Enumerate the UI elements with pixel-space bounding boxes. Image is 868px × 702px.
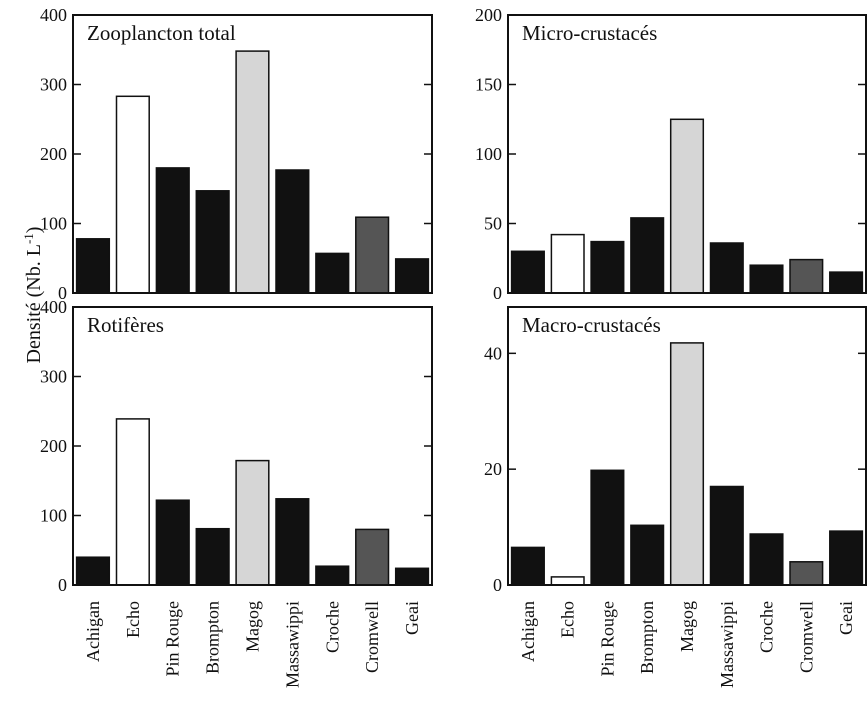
bar-pin-rouge [155,499,190,586]
x-tick-label-echo: Echo [123,601,143,638]
x-tick-label-croche: Croche [322,601,342,653]
bar-geai [829,271,864,294]
y-tick-label: 150 [475,75,502,95]
bar-achigan [510,546,545,586]
panel-title: Zooplancton total [87,21,236,45]
panel-title: Rotifères [87,313,164,337]
bar-magog [669,342,705,586]
bar-geai [394,258,430,294]
x-tick-label-pin-rouge: Pin Rouge [597,601,617,677]
panel-title: Micro-crustacés [522,21,657,45]
y-tick-label: 40 [484,343,502,363]
panel-frame [507,306,867,586]
bar-massawippi [709,485,744,586]
bar-magog [235,459,270,586]
x-tick-labels-right: Achigan Echo Pin Rouge Brompton Magog Massawi… [518,601,856,688]
x-tick-labels-left: Achigan Echo Pin Rouge Brompton Magog Massawi… [83,601,422,688]
x-tick-label-achigan: Achigan [83,601,103,662]
bar-brompton [195,190,230,294]
bar-brompton [195,527,230,586]
bar-pin-rouge [155,167,190,294]
bar-achigan [75,556,111,586]
x-tick-label-magog: Magog [243,601,263,652]
bar-cromwell [789,561,824,586]
bar-magog [235,50,270,294]
y-tick-label: 100 [40,506,67,526]
x-tick-label-brompton: Brompton [203,601,223,674]
bar-massawippi [275,498,310,586]
y-tick-label: 50 [484,214,502,234]
x-tick-label-massawippi: Massawippi [717,601,737,688]
x-tick-label-pin-rouge: Pin Rouge [163,601,183,677]
bar-cromwell [789,258,824,294]
y-tick-label: 0 [493,575,502,595]
y-tick-label: 200 [475,5,502,25]
y-tick-label: 0 [493,283,502,303]
x-tick-label-echo: Echo [558,601,578,638]
bar-achigan [75,238,111,294]
bar-geai [829,530,864,586]
x-tick-label-brompton: Brompton [637,601,657,674]
x-tick-label-achigan: Achigan [518,601,538,662]
y-axis-label-superscript: -1 [21,233,36,244]
y-tick-label: 400 [40,297,67,317]
bar-echo [550,233,585,294]
y-axis-label: Densité (Nb. L-1) [21,227,46,364]
y-tick-label: 300 [40,75,67,95]
bar-massawippi [275,169,310,294]
bar-croche [749,264,784,294]
chart-panel-4: 0 20 40 Macro-crustacés [484,306,867,595]
x-tick-label-cromwell: Cromwell [796,601,816,673]
x-tick-label-geai: Geai [836,601,856,635]
y-tick-label: 100 [40,214,67,234]
bar-magog [669,118,705,294]
panel-title: Macro-crustacés [522,313,661,337]
x-tick-label-geai: Geai [402,601,422,635]
bar-echo [550,576,585,586]
bar-echo [115,95,150,294]
chart-panel-3: 0 100 200 300 400 Rotifères [40,297,433,595]
bar-cromwell [355,216,390,294]
bar-pin-rouge [590,469,625,586]
bar-brompton [630,524,665,586]
bar-echo [115,418,150,586]
bar-croche [315,565,350,586]
y-axis-label-main: Densité (Nb. L [23,244,45,363]
x-tick-label-cromwell: Cromwell [362,601,382,673]
bar-achigan [510,250,545,294]
y-tick-label: 300 [40,367,67,387]
y-axis-label-close: ) [23,227,45,234]
bar-pin-rouge [590,240,625,294]
y-tick-label: 0 [58,283,67,303]
chart-panel-2: 0 50 100 150 200 Micro-crustacés [475,5,867,303]
bar-brompton [630,217,665,294]
y-tick-label: 200 [40,144,67,164]
y-tick-label: 0 [58,575,67,595]
x-tick-label-croche: Croche [757,601,777,653]
y-tick-label: 20 [484,459,502,479]
bar-massawippi [709,242,744,294]
y-tick-label: 100 [475,144,502,164]
bar-croche [315,252,350,294]
bar-geai [394,567,430,586]
y-tick-label: 200 [40,436,67,456]
x-tick-label-magog: Magog [677,601,697,652]
bar-croche [749,533,784,586]
x-tick-label-massawippi: Massawippi [282,601,302,688]
bar-cromwell [355,528,390,586]
y-tick-label: 400 [40,5,67,25]
chart-panel-1: 0 100 200 300 400 Zooplancton total [40,5,433,303]
